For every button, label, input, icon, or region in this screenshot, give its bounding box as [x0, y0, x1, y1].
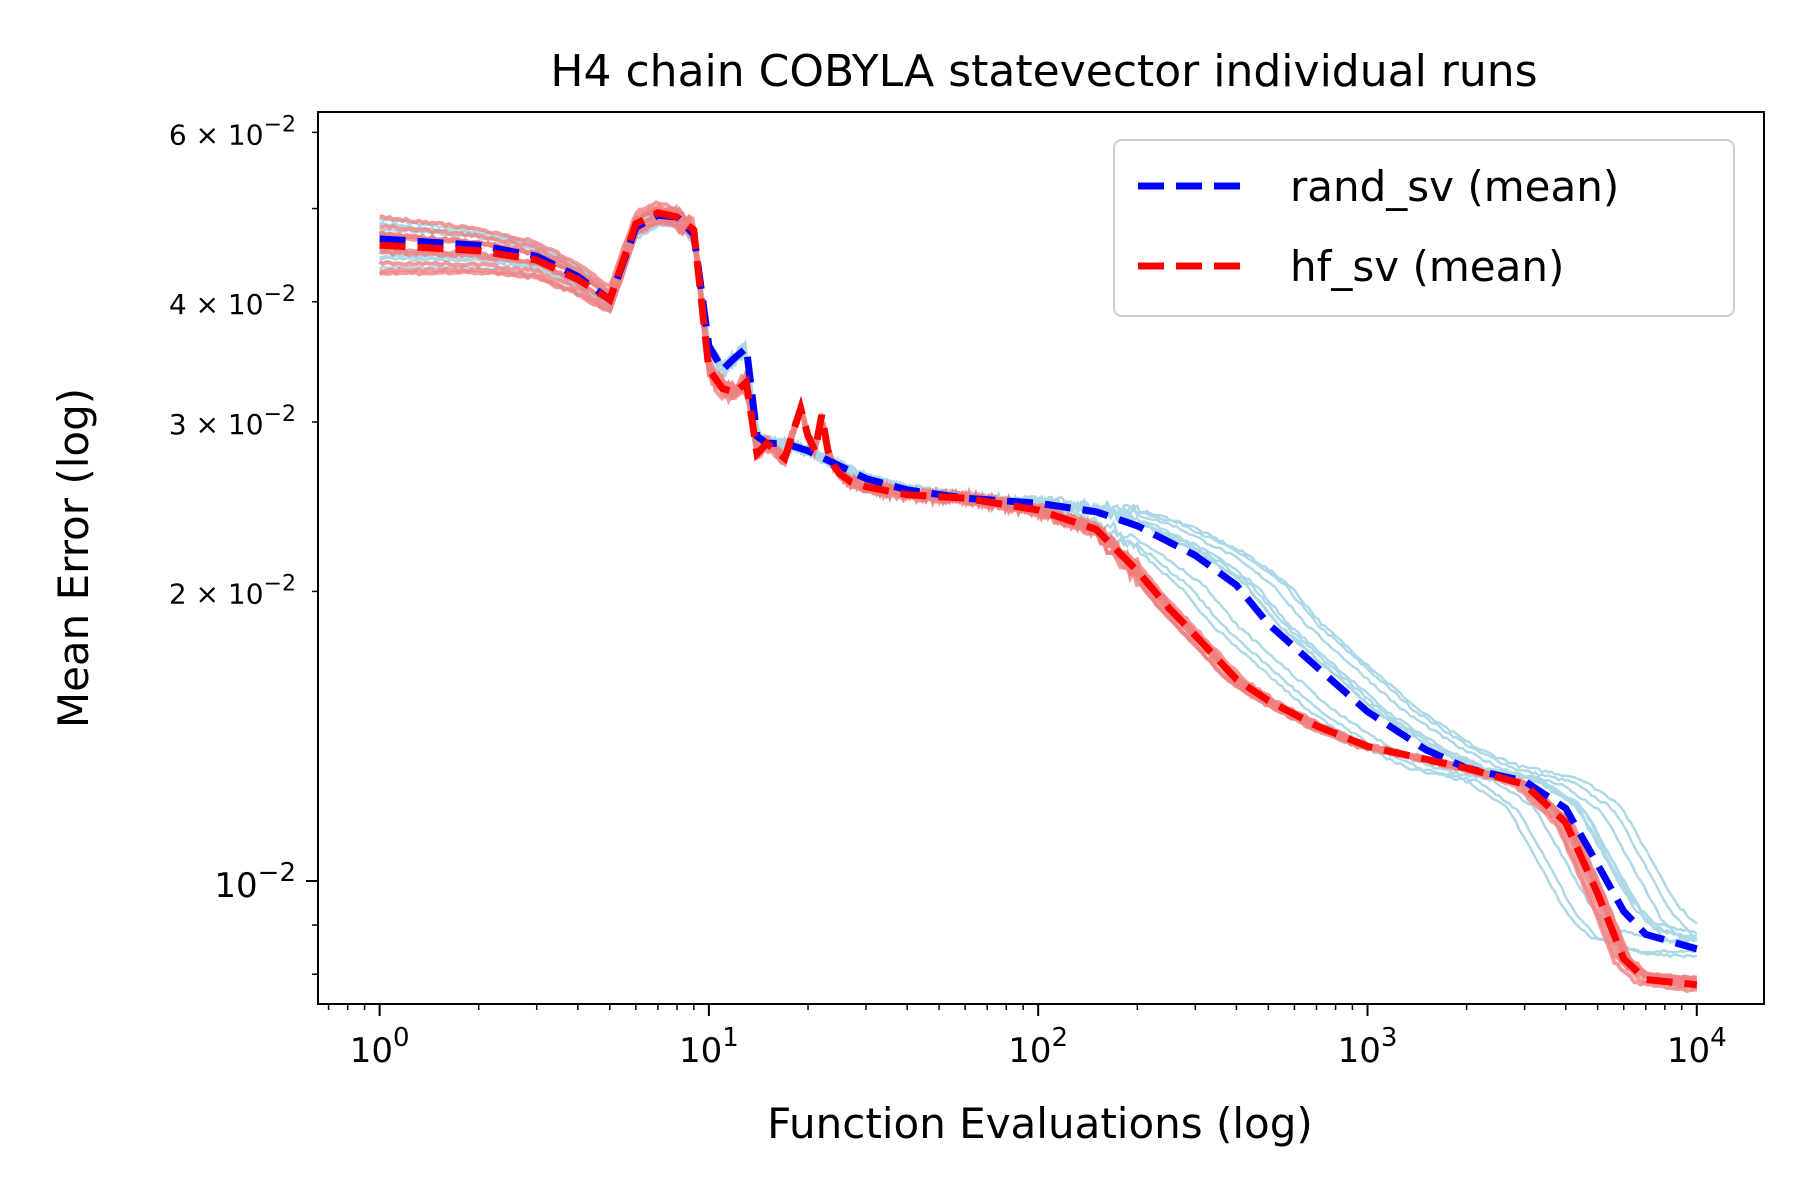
- y-tick-label: 3 × 10−2: [169, 402, 296, 441]
- y-tick-label: 10−2: [214, 858, 296, 906]
- x-tick-label: 102: [1008, 1023, 1068, 1071]
- y-axis: 10−2 2 × 10−2 3 × 10−2 4 × 10−2 6 × 10−2: [169, 112, 318, 975]
- chart-title: H4 chain COBYLA statevector individual r…: [550, 46, 1537, 97]
- x-tick-label: 104: [1667, 1023, 1727, 1071]
- y-tick-label: 6 × 10−2: [169, 112, 296, 151]
- y-tick-label: 4 × 10−2: [169, 282, 296, 321]
- hf_sv-legend-label: hf_sv (mean): [1290, 242, 1564, 291]
- x-tick-label: 101: [679, 1023, 739, 1071]
- legend-box: [1113, 139, 1735, 317]
- mean-lines: [379, 209, 1698, 989]
- hf_sv-mean-line: [379, 209, 1698, 989]
- y-tick-label: 2 × 10−2: [169, 571, 296, 610]
- x-tick-label: 100: [350, 1023, 410, 1071]
- x-tick-label: 103: [1338, 1023, 1398, 1071]
- y-axis-label: Mean Error (log): [49, 388, 98, 728]
- rand_sv-legend-label: rand_sv (mean): [1290, 162, 1619, 211]
- x-axis: 100 101 102 103 104: [327, 1004, 1727, 1071]
- legend: rand_sv (mean) hf_sv (mean): [1113, 139, 1735, 317]
- plot-frame: [317, 111, 1765, 1005]
- x-axis-label: Function Evaluations (log): [767, 1099, 1313, 1148]
